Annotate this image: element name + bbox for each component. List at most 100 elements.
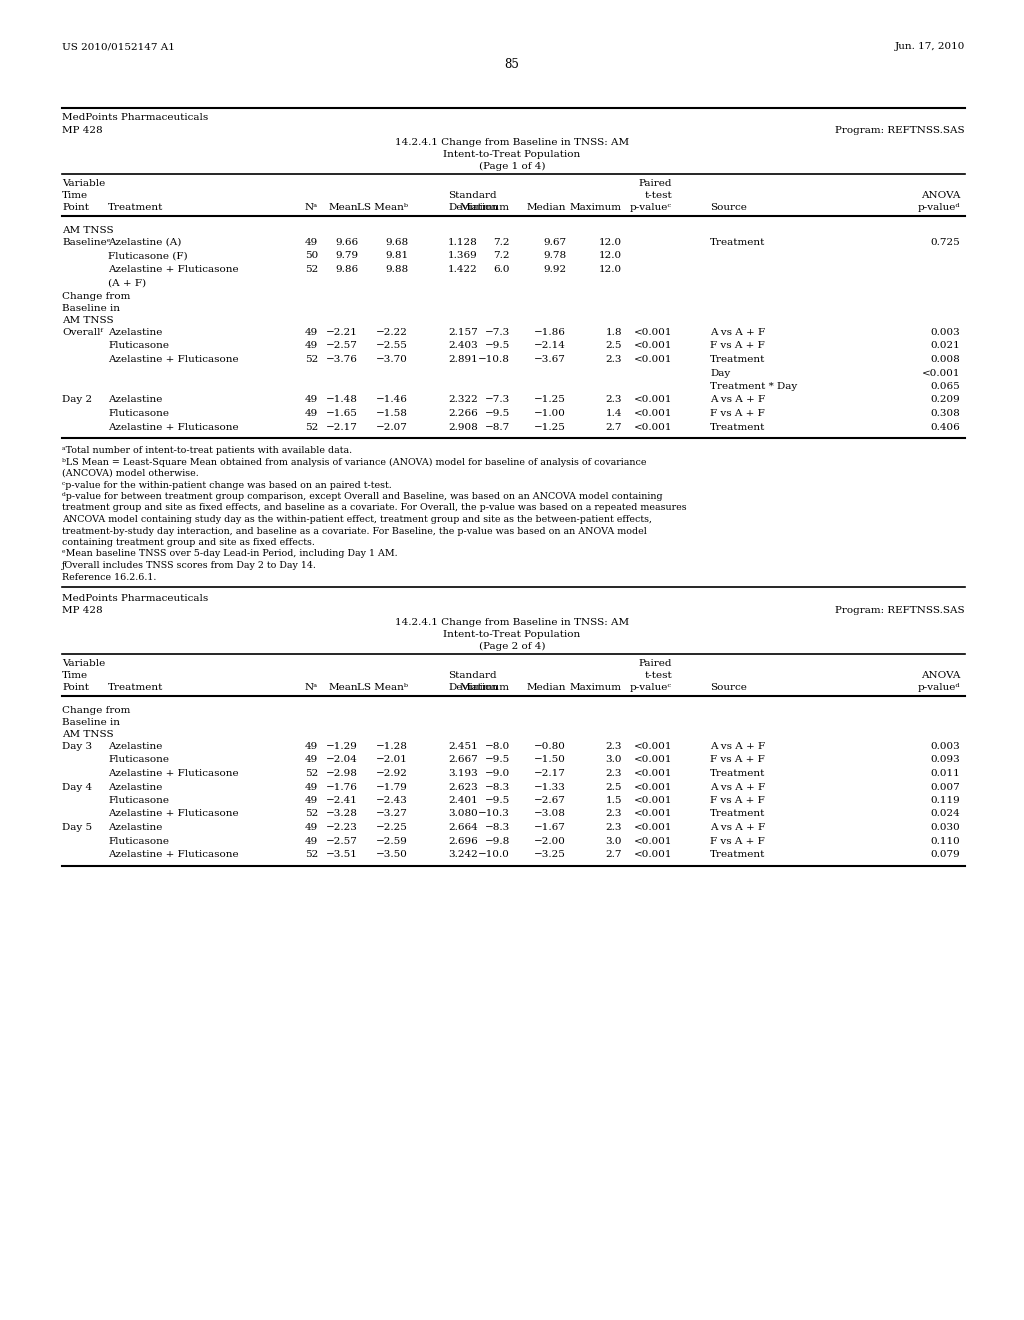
Text: 9.79: 9.79: [335, 252, 358, 260]
Text: ƒOverall includes TNSS scores from Day 2 to Day 14.: ƒOverall includes TNSS scores from Day 2…: [62, 561, 316, 570]
Text: −2.67: −2.67: [535, 796, 566, 805]
Text: 49: 49: [305, 783, 318, 792]
Text: 49: 49: [305, 822, 318, 832]
Text: 7.2: 7.2: [494, 238, 510, 247]
Text: −2.92: −2.92: [376, 770, 408, 777]
Text: Minimum: Minimum: [460, 203, 510, 213]
Text: Azelastine (A): Azelastine (A): [108, 238, 181, 247]
Text: Treatment: Treatment: [710, 770, 765, 777]
Text: Source: Source: [710, 203, 746, 213]
Text: F vs A + F: F vs A + F: [710, 796, 765, 805]
Text: −1.25: −1.25: [535, 396, 566, 404]
Text: ANOVA: ANOVA: [921, 191, 961, 201]
Text: Azelastine + Fluticasone: Azelastine + Fluticasone: [108, 355, 239, 364]
Text: Overallᶠ: Overallᶠ: [62, 327, 102, 337]
Text: 1.369: 1.369: [449, 252, 478, 260]
Text: 50: 50: [305, 252, 318, 260]
Text: <0.001: <0.001: [634, 409, 672, 418]
Text: <0.001: <0.001: [634, 342, 672, 351]
Text: Fluticasone: Fluticasone: [108, 342, 169, 351]
Text: 2.5: 2.5: [605, 342, 622, 351]
Text: −2.22: −2.22: [376, 327, 408, 337]
Text: 0.119: 0.119: [930, 796, 961, 805]
Text: Day 4: Day 4: [62, 783, 92, 792]
Text: MP 428: MP 428: [62, 606, 102, 615]
Text: Standard: Standard: [449, 671, 497, 680]
Text: AM TNSS: AM TNSS: [62, 226, 114, 235]
Text: treatment-by-study day interaction, and baseline as a covariate. For Baseline, t: treatment-by-study day interaction, and …: [62, 527, 647, 536]
Text: 1.8: 1.8: [605, 327, 622, 337]
Text: −2.57: −2.57: [326, 342, 358, 351]
Text: 2.891: 2.891: [449, 355, 478, 364]
Text: Median: Median: [526, 203, 566, 213]
Text: −1.46: −1.46: [376, 396, 408, 404]
Text: Minimum: Minimum: [460, 682, 510, 692]
Text: Mean: Mean: [329, 203, 358, 213]
Text: <0.001: <0.001: [634, 396, 672, 404]
Text: Treatment: Treatment: [108, 203, 164, 213]
Text: Azelastine + Fluticasone: Azelastine + Fluticasone: [108, 770, 239, 777]
Text: Day: Day: [710, 368, 730, 378]
Text: treatment group and site as fixed effects, and baseline as a covariate. For Over: treatment group and site as fixed effect…: [62, 503, 687, 512]
Text: 49: 49: [305, 837, 318, 846]
Text: −3.08: −3.08: [535, 809, 566, 818]
Text: 2.3: 2.3: [605, 809, 622, 818]
Text: Baselineᵉ: Baselineᵉ: [62, 238, 111, 247]
Text: 0.093: 0.093: [930, 755, 961, 764]
Text: 2.664: 2.664: [449, 822, 478, 832]
Text: Fluticasone: Fluticasone: [108, 796, 169, 805]
Text: −2.04: −2.04: [326, 755, 358, 764]
Text: MedPoints Pharmaceuticals: MedPoints Pharmaceuticals: [62, 114, 208, 121]
Text: 2.7: 2.7: [605, 850, 622, 859]
Text: Intent-to-Treat Population: Intent-to-Treat Population: [443, 150, 581, 158]
Text: −7.3: −7.3: [484, 396, 510, 404]
Text: 2.3: 2.3: [605, 822, 622, 832]
Text: 49: 49: [305, 409, 318, 418]
Text: US 2010/0152147 A1: US 2010/0152147 A1: [62, 42, 175, 51]
Text: t-test: t-test: [644, 671, 672, 680]
Text: −2.00: −2.00: [535, 837, 566, 846]
Text: 3.0: 3.0: [605, 837, 622, 846]
Text: F vs A + F: F vs A + F: [710, 342, 765, 351]
Text: <0.001: <0.001: [634, 850, 672, 859]
Text: 2.623: 2.623: [449, 783, 478, 792]
Text: −3.28: −3.28: [326, 809, 358, 818]
Text: −9.8: −9.8: [484, 837, 510, 846]
Text: <0.001: <0.001: [634, 822, 672, 832]
Text: 12.0: 12.0: [599, 252, 622, 260]
Text: −10.0: −10.0: [478, 850, 510, 859]
Text: −2.23: −2.23: [326, 822, 358, 832]
Text: −2.17: −2.17: [326, 422, 358, 432]
Text: −8.3: −8.3: [484, 783, 510, 792]
Text: (A + F): (A + F): [108, 279, 146, 288]
Text: Azelastine: Azelastine: [108, 822, 163, 832]
Text: Intent-to-Treat Population: Intent-to-Treat Population: [443, 630, 581, 639]
Text: 14.2.4.1 Change from Baseline in TNSS: AM: 14.2.4.1 Change from Baseline in TNSS: A…: [395, 618, 629, 627]
Text: Azelastine: Azelastine: [108, 327, 163, 337]
Text: Treatment: Treatment: [710, 238, 765, 247]
Text: p-valueᶜ: p-valueᶜ: [630, 682, 672, 692]
Text: 3.242: 3.242: [449, 850, 478, 859]
Text: <0.001: <0.001: [634, 783, 672, 792]
Text: 3.193: 3.193: [449, 770, 478, 777]
Text: 9.66: 9.66: [335, 238, 358, 247]
Text: Paired: Paired: [639, 659, 672, 668]
Text: 49: 49: [305, 327, 318, 337]
Text: ᵉMean baseline TNSS over 5-day Lead-in Period, including Day 1 AM.: ᵉMean baseline TNSS over 5-day Lead-in P…: [62, 549, 397, 558]
Text: Jun. 17, 2010: Jun. 17, 2010: [895, 42, 965, 51]
Text: ANOVA: ANOVA: [921, 671, 961, 680]
Text: −2.55: −2.55: [376, 342, 408, 351]
Text: −2.14: −2.14: [535, 342, 566, 351]
Text: Paired: Paired: [639, 180, 672, 187]
Text: Maximum: Maximum: [570, 682, 622, 692]
Text: 9.92: 9.92: [543, 265, 566, 275]
Text: A vs A + F: A vs A + F: [710, 783, 765, 792]
Text: −1.67: −1.67: [535, 822, 566, 832]
Text: MP 428: MP 428: [62, 125, 102, 135]
Text: −8.3: −8.3: [484, 822, 510, 832]
Text: 85: 85: [505, 58, 519, 71]
Text: −9.5: −9.5: [484, 409, 510, 418]
Text: 2.266: 2.266: [449, 409, 478, 418]
Text: −9.5: −9.5: [484, 342, 510, 351]
Text: Day 3: Day 3: [62, 742, 92, 751]
